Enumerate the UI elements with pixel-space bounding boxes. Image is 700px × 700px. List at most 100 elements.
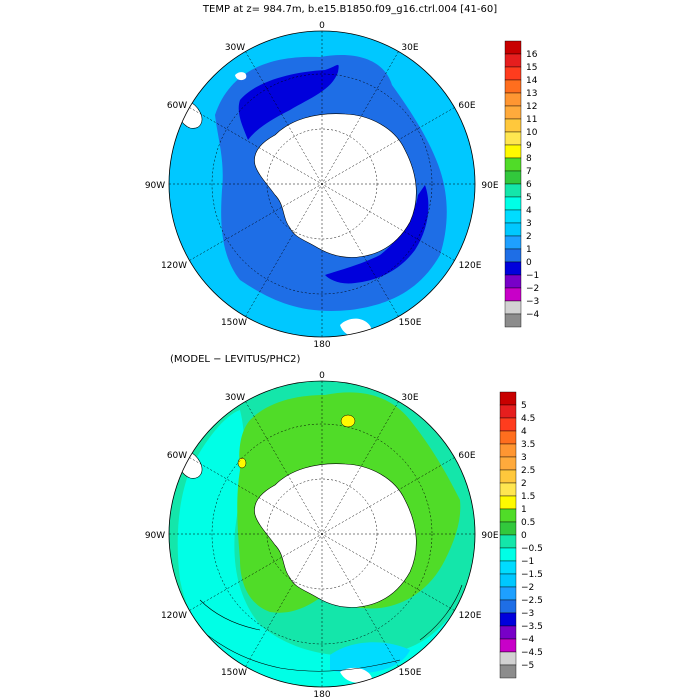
bottom-colorbar-tick-label: −3 — [521, 609, 534, 619]
top-lon-label-0: 0 — [319, 21, 325, 31]
top-colorbar-swatch — [504, 170, 522, 185]
bottom-lon-label-180: 180 — [313, 690, 330, 700]
bottom-colorbar-swatch — [499, 612, 517, 627]
top-panel-title: TEMP at z= 984.7m, b.e15.B1850.f09_g16.c… — [202, 4, 497, 15]
top-colorbar-tick-label: 9 — [526, 141, 532, 151]
top-colorbar-tick-label: −4 — [526, 310, 540, 320]
top-colorbar-swatch — [504, 313, 522, 328]
bottom-colorbar-tick-label: −1.5 — [521, 570, 543, 580]
bottom-lon-label-90w: 90W — [145, 531, 165, 541]
top-lon-label-60w: 60W — [167, 101, 187, 111]
bottom-colorbar-swatch — [499, 573, 517, 588]
bottom-colorbar-swatch — [499, 547, 517, 562]
bottom-colorbar-swatch — [499, 443, 517, 458]
top-colorbar-tick-label: 1 — [526, 245, 532, 255]
top-colorbar-swatch — [504, 248, 522, 263]
bottom-colorbar: 5 4.5 4 3.5 3 2.5 2 1.5 1 0.5 0 −0.5 −1 −1.5 −2 −2.5 −3 −… — [499, 391, 543, 679]
top-colorbar-tick-label: 0 — [526, 258, 532, 268]
top-lon-label-90w: 90W — [145, 181, 165, 191]
bottom-colorbar-tick-label: 4.5 — [521, 414, 535, 424]
bottom-colorbar-tick-label: 0.5 — [521, 518, 535, 528]
top-colorbar-tick-label: −3 — [526, 297, 539, 307]
bottom-colorbar-swatch — [499, 599, 517, 614]
top-ice-patch-2 — [235, 72, 247, 81]
top-colorbar-tick-label: −1 — [526, 271, 539, 281]
bottom-antarctica — [254, 463, 417, 608]
bottom-colorbar-tick-label: −1 — [521, 557, 534, 567]
top-lon-label-120e: 120E — [459, 261, 482, 271]
top-colorbar-swatch — [504, 300, 522, 315]
bottom-colorbar-swatch — [499, 417, 517, 432]
top-colorbar-swatch — [504, 66, 522, 81]
bottom-colorbar-tick-label: 3 — [521, 453, 527, 463]
bottom-map: 0 30E 60E 90E 120E 150E 180 150W 120W 90… — [145, 371, 499, 700]
top-lon-label-150w: 150W — [221, 318, 247, 328]
bottom-colorbar-tick-label: −4.5 — [521, 648, 543, 658]
bottom-colorbar-tick-label: 3.5 — [521, 440, 535, 450]
top-lon-label-30w: 30W — [225, 43, 245, 53]
bottom-colorbar-swatch — [499, 469, 517, 484]
bottom-panel: (MODEL − LEVITUS/PHC2) — [145, 354, 543, 700]
top-colorbar-tick-label: 12 — [526, 102, 537, 112]
top-lon-label-90e: 90E — [481, 181, 498, 191]
bottom-colorbar-tick-label: −2.5 — [521, 596, 543, 606]
top-lon-label-180: 180 — [313, 340, 330, 350]
top-colorbar-tick-label: 8 — [526, 154, 532, 164]
top-colorbar-swatch — [504, 183, 522, 198]
bottom-colorbar-swatch — [499, 508, 517, 523]
bottom-colorbar-swatch — [499, 391, 517, 406]
bottom-colorbar-tick-label: −3.5 — [521, 622, 543, 632]
bottom-colorbar-tick-label: 5 — [521, 401, 527, 411]
bottom-colorbar-tick-label: −0.5 — [521, 544, 543, 554]
top-colorbar-swatch — [504, 131, 522, 146]
top-temp-band-0-1 — [238, 64, 339, 140]
bottom-colorbar-swatch — [499, 625, 517, 640]
bottom-lon-label-30w: 30W — [225, 393, 245, 403]
top-colorbar-swatch — [504, 235, 522, 250]
bottom-colorbar-tick-label: 4 — [521, 427, 527, 437]
bottom-colorbar-swatch — [499, 495, 517, 510]
bottom-colorbar-tick-label: 1 — [521, 505, 527, 515]
bottom-colorbar-swatch — [499, 404, 517, 419]
bottom-colorbar-swatch — [499, 521, 517, 536]
bottom-colorbar-swatch — [499, 456, 517, 471]
top-colorbar-swatch — [504, 144, 522, 159]
top-colorbar-tick-label: 11 — [526, 115, 537, 125]
top-lon-label-120w: 120W — [161, 261, 187, 271]
top-colorbar-swatch — [504, 274, 522, 289]
top-map-border — [168, 30, 476, 338]
bottom-colorbar-tick-label: 0 — [521, 531, 527, 541]
bottom-anom-band-neg0.5 — [177, 410, 462, 687]
top-colorbar-swatch — [504, 79, 522, 94]
bottom-colorbar-tick-label: 2.5 — [521, 466, 535, 476]
top-colorbar-tick-label: 2 — [526, 232, 532, 242]
bottom-colorbar-tick-label: 2 — [521, 479, 527, 489]
bottom-colorbar-swatch — [499, 664, 517, 679]
top-colorbar-tick-label: 6 — [526, 180, 532, 190]
top-colorbar-tick-label: 16 — [526, 50, 538, 60]
top-lon-label-60e: 60E — [458, 101, 475, 111]
bottom-graticule — [169, 381, 475, 687]
top-colorbar-swatch — [504, 118, 522, 133]
bottom-lon-label-120e: 120E — [459, 611, 482, 621]
bottom-colorbar-swatch — [499, 430, 517, 445]
bottom-anom-spot-1 — [237, 457, 247, 469]
bottom-panel-title: (MODEL − LEVITUS/PHC2) — [170, 354, 300, 365]
top-colorbar-swatch — [504, 105, 522, 120]
bottom-colorbar-tick-label: −5 — [521, 661, 534, 671]
bottom-lon-label-60e: 60E — [458, 451, 475, 461]
top-colorbar-swatch — [504, 40, 522, 55]
top-colorbar-tick-label: 15 — [526, 63, 537, 73]
bottom-lon-label-60w: 60W — [167, 451, 187, 461]
top-colorbar-swatch — [504, 287, 522, 302]
top-antarctica — [254, 113, 417, 258]
bottom-colorbar-swatch — [499, 651, 517, 666]
top-colorbar-swatch — [504, 261, 522, 276]
top-colorbar-tick-label: 4 — [526, 206, 532, 216]
bottom-anom-spot-1.5 — [340, 414, 356, 428]
top-colorbar-tick-label: 7 — [526, 167, 532, 177]
bottom-anom-band-neg1 — [330, 642, 410, 674]
top-lon-label-30e: 30E — [401, 43, 418, 53]
